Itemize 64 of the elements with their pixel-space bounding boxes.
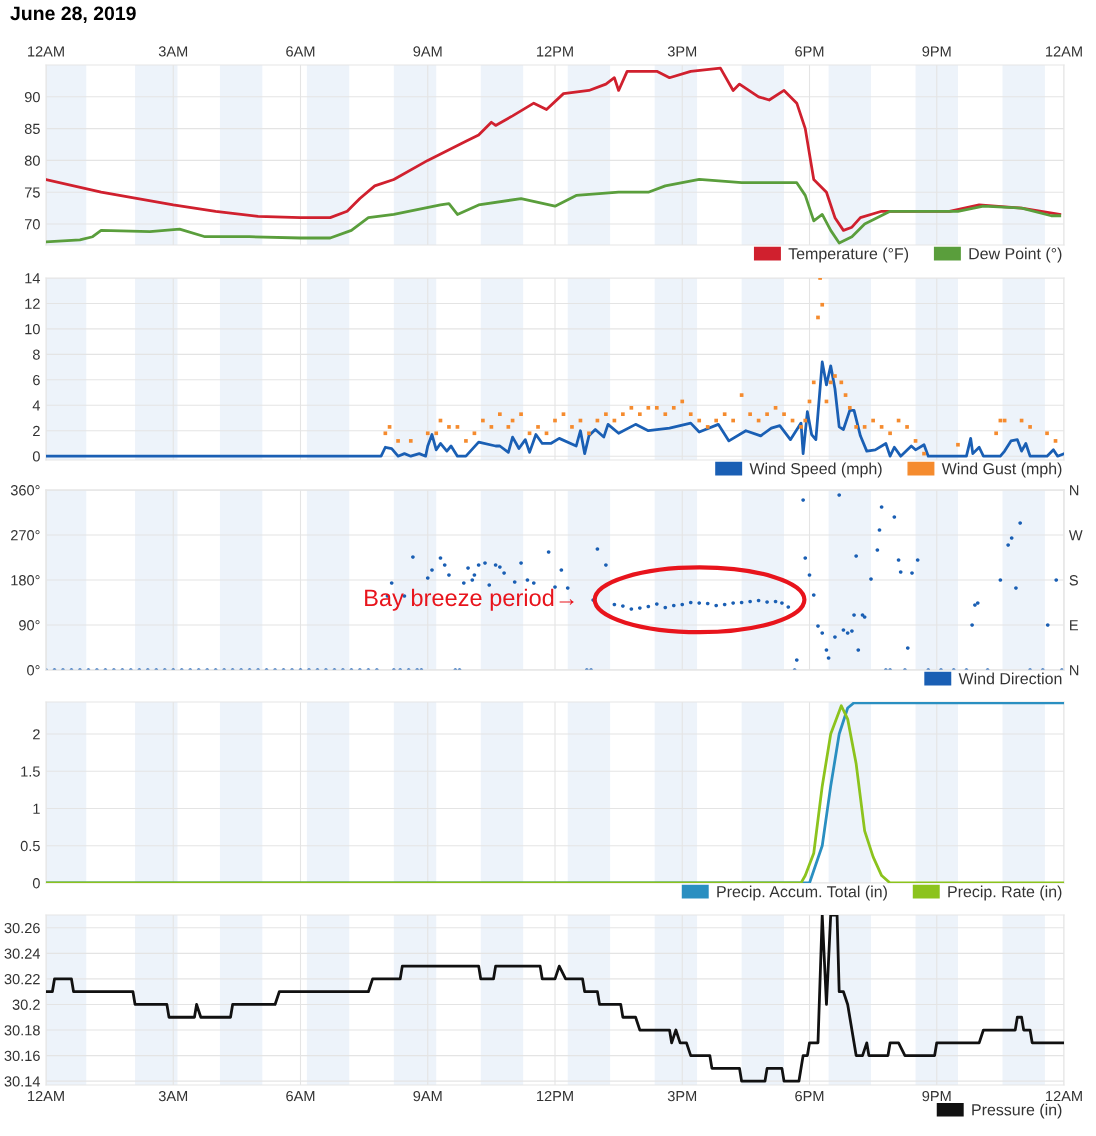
legend-label: Wind Speed (mph) [749, 462, 882, 478]
x-tick-label: 3PM [667, 1090, 697, 1102]
y-tick-label: 90° [19, 620, 40, 631]
chart-title: June 28, 2019 [10, 6, 136, 24]
y-tick-label: 8 [32, 349, 40, 360]
y-tick-label: 12 [25, 298, 40, 309]
y-tick-label: 2 [33, 729, 40, 740]
y-tick-label: 1.5 [21, 766, 40, 777]
y-tick-label: 80 [24, 155, 40, 166]
y-tick-label: 30.24 [4, 948, 41, 959]
y-tick-label: 14 [25, 273, 41, 284]
x2-tick-label: 3AM [158, 46, 188, 57]
x-tick-label: 12AM [28, 1090, 64, 1102]
x-tick-label: 9PM [922, 1090, 951, 1102]
x-tick-label: 9AM [413, 1090, 442, 1102]
y-tick-label: 2 [33, 425, 40, 437]
y-tick-label: 30.26 [4, 922, 40, 934]
y-tick-label: 30.16 [4, 1050, 40, 1062]
y-tick-label: 4 [32, 400, 41, 411]
y-tick-label: 180° [11, 575, 40, 586]
category-label: N [1070, 665, 1079, 676]
y-tick-label: 30.22 [4, 974, 40, 985]
legend-label: Dew Point (°) [969, 247, 1062, 263]
y-tick-label: 30.14 [4, 1076, 41, 1087]
x2-tick-label: 9PM [922, 46, 951, 57]
category-label: W [1068, 530, 1083, 541]
y-tick-label: 30.2 [12, 999, 40, 1010]
x2-tick-label: 6AM [286, 46, 315, 57]
x-tick-label: 3AM [158, 1090, 188, 1102]
y-tick-label: 0° [27, 665, 40, 676]
y-tick-label: 90 [24, 91, 40, 103]
category-label: N [1070, 485, 1079, 496]
y-tick-label: 6 [33, 374, 40, 386]
x-tick-label: 12PM [537, 1090, 573, 1102]
legend-label: Wind Direction [958, 672, 1062, 685]
y-tick-label: 30.18 [4, 1025, 40, 1036]
y-tick-label: 0 [32, 451, 40, 462]
line-series [46, 915, 1064, 1083]
legend-label: Precip. Accum. Total (in) [717, 885, 887, 901]
x2-tick-label: 12AM [1046, 46, 1082, 57]
x2-tick-label: 12AM [28, 46, 64, 57]
x-tick-label: 6AM [286, 1090, 315, 1102]
y-tick-label: 0 [32, 878, 40, 889]
y-tick-label: 270° [11, 530, 40, 541]
x2-tick-label: 12PM [537, 46, 573, 57]
y-tick-label: 0.5 [20, 840, 40, 852]
y-tick-label: 85 [24, 123, 40, 135]
category-label: E [1070, 620, 1078, 631]
x2-tick-label: 3PM [667, 46, 697, 57]
annotation: Bay breeze period→ [365, 588, 574, 611]
y-tick-label: 70 [24, 219, 40, 230]
category-label: S [1069, 575, 1078, 586]
y-tick-label: 1 [33, 803, 40, 814]
y-tick-label: 10 [25, 324, 40, 335]
legend-label: Wind Gust (mph) [941, 462, 1062, 478]
legend-label: Precip. Rate (in) [948, 885, 1062, 901]
x2-tick-label: 6PM [795, 46, 824, 57]
legend-label: Temperature (°F) [788, 247, 909, 263]
y-tick-label: 360° [10, 485, 40, 496]
legend-label: Pressure (in) [972, 1103, 1062, 1119]
x-tick-label: 6PM [795, 1090, 824, 1102]
y-tick-label: 75 [24, 187, 40, 198]
x2-tick-label: 9AM [413, 46, 442, 57]
x-tick-label: 12AM [1046, 1090, 1082, 1102]
